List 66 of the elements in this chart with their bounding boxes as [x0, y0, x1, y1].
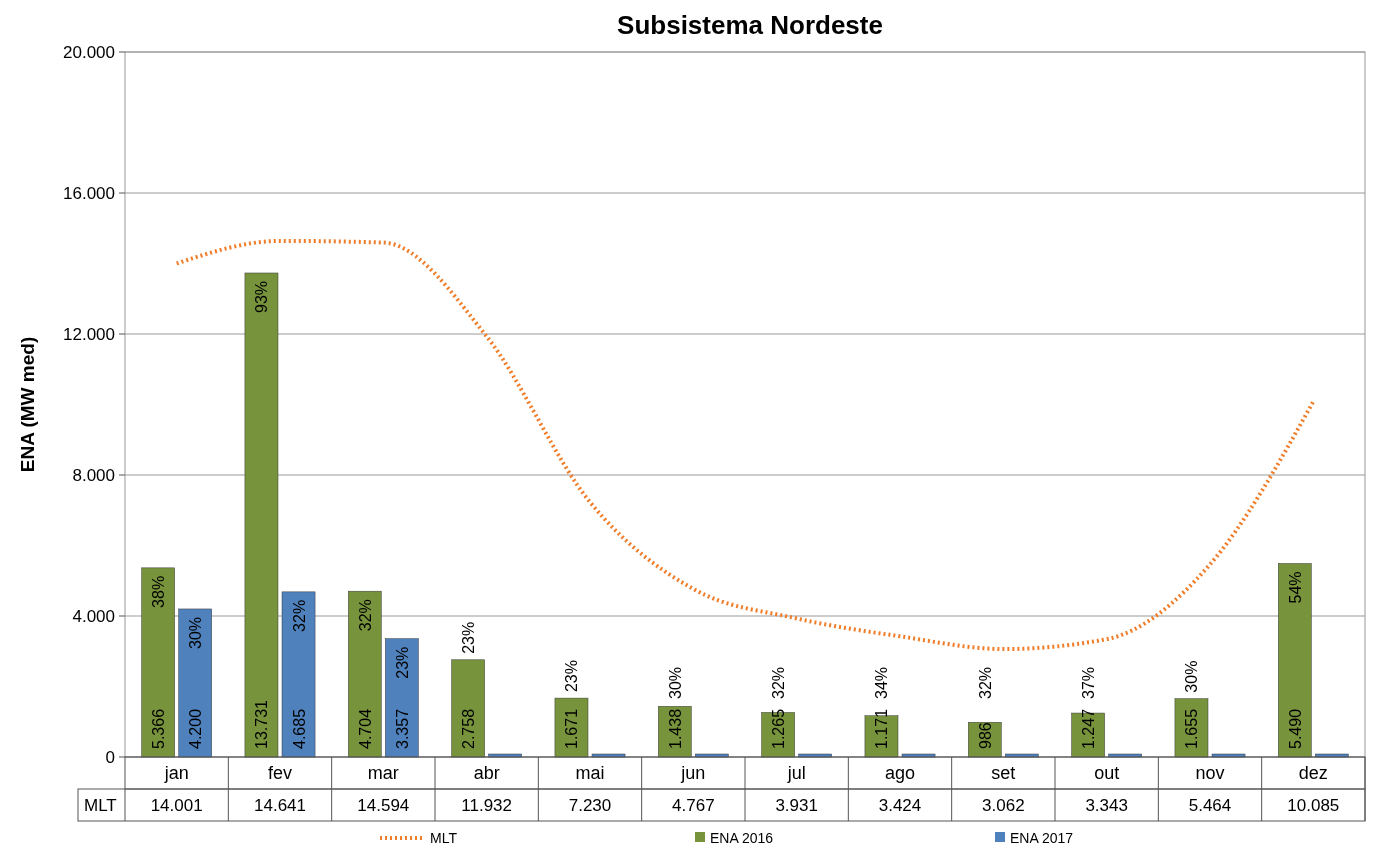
chart-title: Subsistema Nordeste — [617, 10, 883, 40]
x-tick-label: jan — [163, 763, 189, 783]
y-tick-label: 20.000 — [63, 43, 115, 62]
x-tick-label: fev — [267, 763, 293, 783]
data-label: 7.230 — [568, 796, 612, 815]
y-tick-label: 16.000 — [63, 184, 115, 203]
legend-label: ENA 2016 — [710, 830, 774, 846]
annotation: 30% — [187, 616, 205, 649]
legend-label: MLT — [430, 830, 458, 846]
data-label: 4.767 — [672, 796, 715, 815]
x-tick-label: jul — [786, 763, 806, 783]
annotation: 23% — [460, 621, 478, 654]
data-label: 1.655 — [1183, 708, 1201, 749]
x-tick-label: jun — [680, 763, 706, 783]
data-label: 4.685 — [290, 708, 308, 749]
data-label: 1.171 — [873, 708, 891, 749]
data-label: 10.085 — [1287, 796, 1340, 815]
annotation: 32% — [976, 666, 994, 699]
x-tick-label: out — [1094, 763, 1120, 783]
data-label: 2.758 — [460, 708, 478, 749]
annotation: 54% — [1286, 571, 1304, 604]
data-label: 3.424 — [878, 796, 922, 815]
y-tick-label: 0 — [105, 748, 115, 767]
annotation: 32% — [770, 666, 788, 699]
text: MLT — [84, 796, 117, 815]
data-label: 4.200 — [187, 708, 205, 749]
annotation: 30% — [1183, 660, 1201, 693]
data-label: 1.438 — [666, 708, 684, 749]
y-axis-title: ENA (MW med) — [17, 336, 38, 473]
x-tick-label: nov — [1195, 763, 1225, 783]
data-label: 986 — [976, 722, 994, 749]
annotation: 30% — [666, 666, 684, 699]
x-tick-label: set — [991, 763, 1016, 783]
data-label: 4.704 — [356, 708, 374, 749]
data-label: 3.062 — [982, 796, 1025, 815]
annotation: 23% — [393, 646, 411, 679]
data-label: 14.641 — [254, 796, 306, 815]
data-label: 1.265 — [770, 708, 788, 749]
data-label: 5.366 — [150, 708, 168, 749]
data-label: 3.357 — [393, 708, 411, 749]
annotation: 93% — [253, 280, 271, 314]
x-tick-label: ago — [884, 763, 916, 783]
data-label: 3.343 — [1085, 796, 1128, 815]
annotation: 32% — [356, 599, 374, 632]
x-tick-label: abr — [473, 763, 500, 783]
annotation: 38% — [150, 575, 168, 608]
data-label: 3.931 — [775, 796, 818, 815]
annotation: 34% — [873, 666, 891, 699]
annotation: 37% — [1080, 666, 1098, 699]
data-label: 1.247 — [1080, 708, 1098, 749]
data-label: 5.490 — [1286, 708, 1304, 749]
data-label: 13.731 — [253, 699, 271, 749]
x-tick-label: mai — [575, 763, 605, 783]
legend-label: ENA 2017 — [1010, 830, 1074, 846]
y-tick-label: 4.000 — [72, 607, 115, 626]
x-tick-label: mar — [367, 763, 399, 783]
data-label: 14.001 — [150, 796, 203, 815]
x-tick-label: dez — [1298, 763, 1328, 783]
annotation: 32% — [290, 599, 308, 632]
data-label: 11.932 — [461, 796, 513, 815]
y-tick-label: 12.000 — [63, 325, 115, 344]
data-label: 1.671 — [563, 708, 581, 749]
data-label: 5.464 — [1188, 796, 1232, 815]
data-label: 14.594 — [357, 796, 410, 815]
y-tick-label: 8.000 — [72, 466, 115, 485]
annotation: 23% — [563, 660, 581, 693]
